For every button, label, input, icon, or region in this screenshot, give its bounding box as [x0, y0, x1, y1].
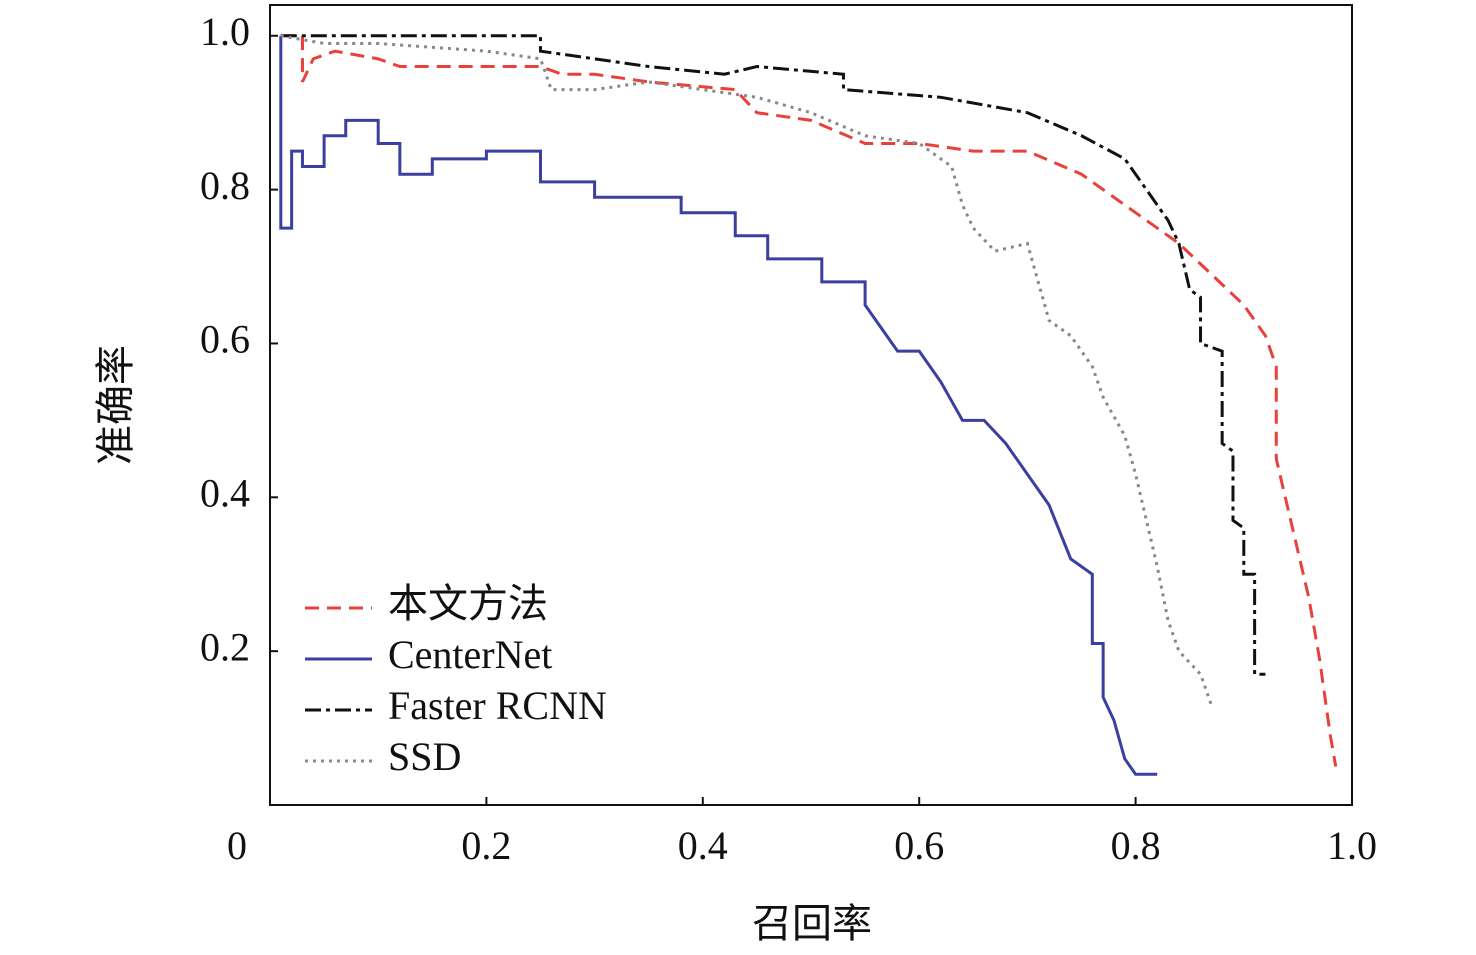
x-tick-label: 0.6 [894, 823, 944, 868]
x-axis-label: 召回率 [752, 901, 872, 946]
y-axis-label: 准确率 [93, 345, 138, 465]
y-tick-label: 1.0 [200, 9, 250, 54]
series-line [280, 34, 1266, 676]
series-line [280, 34, 1338, 767]
y-tick-label: 0.8 [200, 163, 250, 208]
x-tick-label: 0 [227, 823, 247, 868]
legend-label: Faster RCNN [388, 683, 607, 728]
x-tick-label: 0.8 [1111, 823, 1161, 868]
x-tick-label: 0.2 [461, 823, 511, 868]
series-line [279, 35, 1158, 776]
y-tick-label: 0.2 [200, 624, 250, 669]
plot-frame [269, 4, 1353, 806]
legend-label: SSD [388, 734, 461, 779]
y-tick-label: 0.4 [200, 470, 250, 515]
x-tick-label: 1.0 [1327, 823, 1377, 868]
legend-label: 本文方法 [388, 581, 548, 626]
x-tick-label: 0.4 [678, 823, 728, 868]
series-line [280, 34, 1213, 706]
y-tick-label: 0.6 [200, 317, 250, 362]
legend-label: CenterNet [388, 632, 552, 677]
